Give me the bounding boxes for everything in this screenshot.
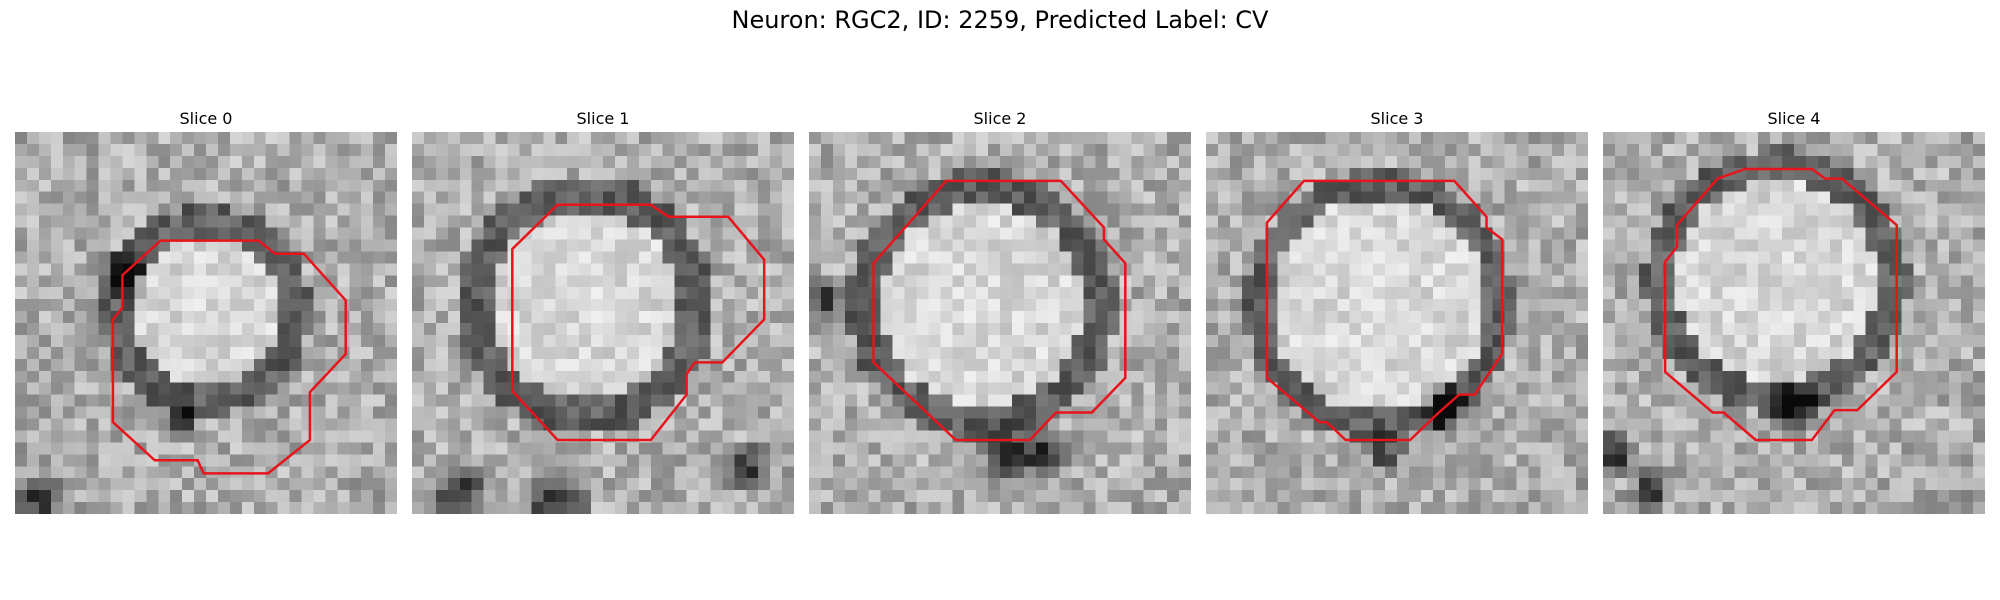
slice-svg: [412, 132, 794, 514]
slice-panel-3: Slice 3: [1206, 106, 1588, 514]
slice-image: [1603, 132, 1985, 514]
slice-title: Slice 3: [1370, 109, 1424, 128]
slice-title: Slice 0: [179, 109, 233, 128]
slice-svg: [15, 132, 397, 514]
cell-contour: [511, 203, 766, 442]
cell-contour: [111, 239, 347, 475]
slice-panel-4: Slice 4: [1603, 106, 1985, 514]
grayscale-pixels: [412, 132, 794, 514]
slice-title: Slice 1: [576, 109, 630, 128]
slice-image: [809, 132, 1191, 514]
slice-title: Slice 4: [1767, 109, 1821, 128]
slice-panel-2: Slice 2: [809, 106, 1191, 514]
slice-image: [15, 132, 397, 514]
slice-title: Slice 2: [973, 109, 1027, 128]
cell-contour: [872, 179, 1127, 442]
slice-panel-0: Slice 0: [15, 106, 397, 514]
grayscale-pixels: [1603, 132, 1985, 514]
slice-image: [412, 132, 794, 514]
grayscale-pixels: [15, 132, 397, 514]
slice-svg: [1603, 132, 1985, 514]
grayscale-pixels: [809, 132, 1191, 514]
slice-svg: [809, 132, 1191, 514]
cell-contour: [1265, 179, 1504, 442]
slice-panel-1: Slice 1: [412, 106, 794, 514]
grayscale-pixels: [1206, 132, 1588, 514]
slice-image: [1206, 132, 1588, 514]
cell-contour: [1663, 167, 1898, 442]
slice-svg: [1206, 132, 1588, 514]
figure-title: Neuron: RGC2, ID: 2259, Predicted Label:…: [731, 6, 1269, 34]
